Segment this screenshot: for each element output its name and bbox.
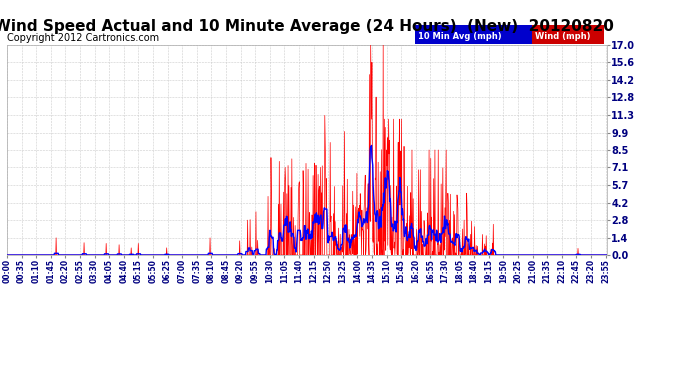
Text: Copyright 2012 Cartronics.com: Copyright 2012 Cartronics.com: [7, 33, 159, 43]
Text: 10 Min Avg (mph): 10 Min Avg (mph): [418, 32, 502, 41]
FancyBboxPatch shape: [415, 25, 532, 44]
Text: Wind (mph): Wind (mph): [535, 32, 591, 41]
Text: Wind Speed Actual and 10 Minute Average (24 Hours)  (New)  20120820: Wind Speed Actual and 10 Minute Average …: [0, 19, 613, 34]
FancyBboxPatch shape: [532, 25, 604, 44]
